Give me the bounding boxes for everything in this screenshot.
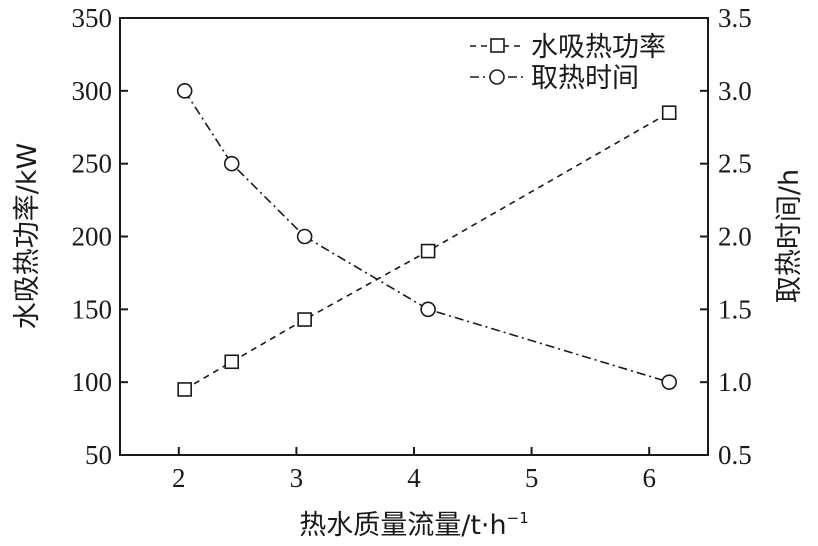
x-tick-label: 3 (290, 463, 304, 493)
x-tick-label: 5 (525, 463, 539, 493)
legend-entry-power: 水吸热功率 (470, 32, 666, 63)
y-right-tick-label: 2.5 (718, 149, 752, 179)
axis-ticks: 2 3 4 5 6 50 100 150 200 250 300 350 0.5 1.0 1.5 2.0 2.5… (72, 3, 752, 493)
y-left-tick-label: 350 (72, 3, 113, 33)
y-left-tick-label: 250 (72, 149, 113, 179)
y-left-tick-label: 300 (72, 76, 113, 106)
y-right-tick-label: 1.0 (718, 367, 752, 397)
x-tick-label: 2 (172, 463, 186, 493)
y-left-tick-label: 150 (72, 294, 113, 324)
x-tick-label: 4 (407, 463, 421, 493)
data-point-power (297, 312, 312, 327)
y-right-tick-label: 2.0 (718, 222, 752, 252)
legend-entry-time: 取热时间 (470, 63, 639, 94)
data-point-time (420, 301, 436, 318)
legend-marker-circle (489, 69, 505, 85)
data-point-time (223, 155, 240, 172)
left-y-axis-label: 水吸热功率/kW (12, 143, 43, 329)
y-left-tick-label: 200 (72, 222, 113, 252)
y-right-tick-label: 1.5 (718, 294, 752, 324)
series-line-power (184, 111, 670, 391)
x-axis-label: 热水质量流量/t·h−1 (299, 509, 529, 541)
legend-label-power: 水吸热功率 (531, 32, 666, 63)
data-point-power (177, 382, 192, 397)
data-point-power (420, 243, 436, 259)
data-point-power (224, 354, 240, 370)
series-line-time (184, 90, 670, 383)
legend: 水吸热功率 取热时间 (470, 32, 666, 94)
x-tick-label: 6 (642, 463, 656, 493)
y-right-tick-label: 0.5 (718, 440, 752, 470)
y-right-tick-label: 3.0 (718, 76, 752, 106)
series-markers (176, 83, 677, 397)
data-point-time (176, 83, 193, 99)
y-left-tick-label: 50 (85, 440, 112, 470)
right-y-axis-label: 取热时间/h (774, 169, 805, 303)
y-right-tick-label: 3.5 (718, 3, 752, 33)
y-left-tick-label: 100 (72, 367, 113, 397)
series-lines (184, 90, 670, 391)
data-point-power (661, 105, 677, 120)
data-point-time (661, 374, 677, 390)
legend-label-time: 取热时间 (531, 63, 639, 94)
x-axis-label-superscript: −1 (507, 509, 529, 527)
data-point-time (296, 228, 313, 245)
legend-marker-square (490, 38, 505, 53)
